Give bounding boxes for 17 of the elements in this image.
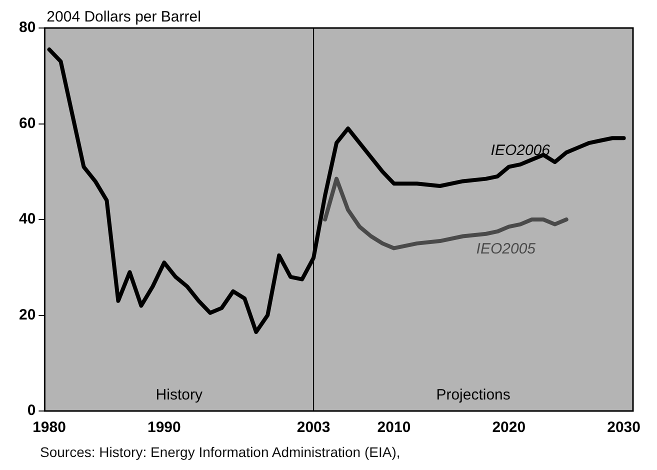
x-tick-label: 2003 <box>296 419 330 436</box>
y-tick-label: 60 <box>18 114 36 132</box>
annotation: History <box>156 386 203 404</box>
series-label: IEO2006 <box>490 142 551 160</box>
x-tick-label: 2030 <box>607 419 640 436</box>
x-tick-label: 2020 <box>492 419 526 436</box>
x-tick-label: 1990 <box>148 419 181 436</box>
x-tick-label: 2010 <box>377 419 411 436</box>
source-note: Sources: History: Energy Information Administration (EIA), <box>40 444 400 460</box>
y-tick-label: 40 <box>18 210 36 228</box>
x-tick-label: 1980 <box>32 419 66 436</box>
series-label: IEO2005 <box>476 240 536 258</box>
y-tick-label: 20 <box>18 306 36 324</box>
y-tick-label: 80 <box>18 19 36 36</box>
y-axis-title: 2004 Dollars per Barrel <box>46 8 201 26</box>
annotation: Projections <box>436 386 510 404</box>
y-tick-label: 0 <box>27 402 36 420</box>
